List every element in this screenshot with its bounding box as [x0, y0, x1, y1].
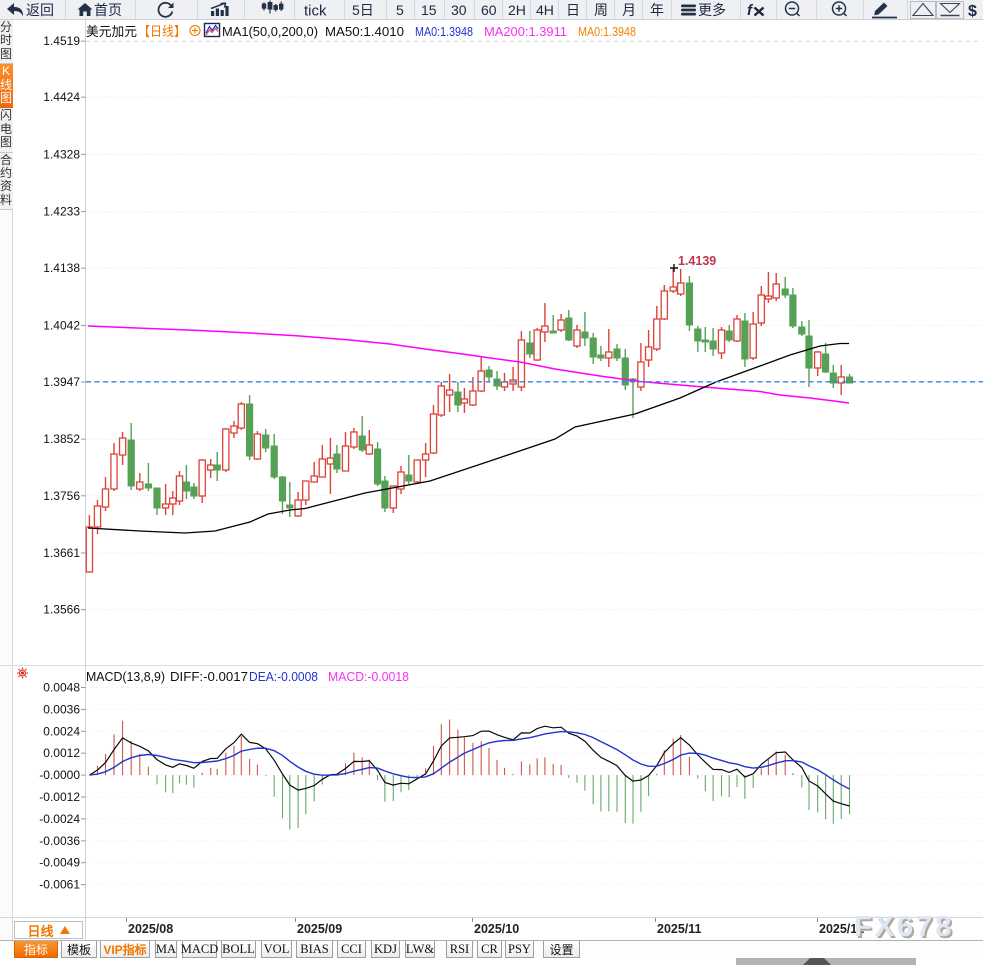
svg-text:MA0:1.3948: MA0:1.3948 [415, 24, 473, 39]
svg-text:$: $ [968, 3, 977, 20]
svg-text:1.3661: 1.3661 [43, 546, 80, 560]
svg-text:2025/10: 2025/10 [474, 922, 519, 936]
svg-text:1.3852: 1.3852 [43, 432, 80, 446]
svg-text:更多: 更多 [698, 2, 726, 18]
svg-text:60: 60 [481, 2, 497, 18]
svg-text:1.4424: 1.4424 [43, 90, 80, 104]
svg-text:-0.0012: -0.0012 [39, 790, 80, 804]
svg-text:0.0036: 0.0036 [43, 702, 80, 716]
svg-text:2025/11: 2025/11 [657, 922, 702, 936]
svg-text:-0.0049: -0.0049 [39, 856, 80, 870]
svg-text:返回: 返回 [26, 2, 54, 18]
svg-text:MACD(13,8,9): MACD(13,8,9) [86, 669, 165, 684]
svg-text:年: 年 [650, 2, 664, 18]
svg-text:首页: 首页 [94, 2, 122, 18]
svg-text:2025/08: 2025/08 [128, 922, 173, 936]
svg-text:1.4519: 1.4519 [43, 34, 80, 48]
svg-text:1.3947: 1.3947 [43, 375, 80, 389]
svg-text:5日: 5日 [352, 2, 374, 18]
svg-text:5: 5 [396, 2, 404, 18]
svg-text:tick: tick [304, 3, 327, 20]
svg-text:MA50:1.4010: MA50:1.4010 [325, 24, 404, 39]
svg-text:30: 30 [451, 2, 467, 18]
svg-text:2025/12: 2025/12 [819, 922, 864, 936]
svg-text:MA1(50,0,200,0): MA1(50,0,200,0) [222, 24, 318, 39]
svg-text:日: 日 [566, 2, 580, 18]
svg-text:MA0:1.3948: MA0:1.3948 [578, 24, 636, 39]
svg-text:f: f [747, 2, 754, 19]
svg-text:15: 15 [421, 2, 437, 18]
svg-text:DIFF:-0.0017: DIFF:-0.0017 [170, 669, 248, 684]
svg-text:【日线】: 【日线】 [138, 24, 186, 39]
svg-text:MA200:1.3911: MA200:1.3911 [484, 24, 567, 39]
svg-text:1.4042: 1.4042 [43, 318, 80, 332]
svg-text:1.4139: 1.4139 [678, 254, 716, 268]
svg-text:-0.0000: -0.0000 [39, 768, 80, 782]
svg-text:-0.0036: -0.0036 [39, 834, 80, 848]
svg-text:周: 周 [594, 2, 608, 18]
svg-text:DEA:-0.0008: DEA:-0.0008 [249, 669, 318, 684]
svg-text:美元加元: 美元加元 [86, 24, 137, 39]
svg-text:1.4138: 1.4138 [43, 261, 80, 275]
svg-text:0.0048: 0.0048 [43, 681, 80, 695]
svg-text:1.4328: 1.4328 [43, 147, 80, 161]
svg-text:2025/09: 2025/09 [297, 922, 342, 936]
svg-text:MACD:-0.0018: MACD:-0.0018 [328, 669, 409, 684]
svg-text:0.0024: 0.0024 [43, 724, 80, 738]
svg-text:-0.0061: -0.0061 [39, 878, 80, 892]
svg-text:2H: 2H [508, 2, 526, 18]
svg-text:月: 月 [622, 2, 636, 18]
svg-text:4H: 4H [536, 2, 554, 18]
svg-text:1.3756: 1.3756 [43, 489, 80, 503]
svg-text:-0.0024: -0.0024 [39, 812, 80, 826]
svg-text:1.4233: 1.4233 [43, 205, 80, 219]
svg-text:0.0012: 0.0012 [43, 746, 80, 760]
svg-text:1.3566: 1.3566 [43, 603, 80, 617]
